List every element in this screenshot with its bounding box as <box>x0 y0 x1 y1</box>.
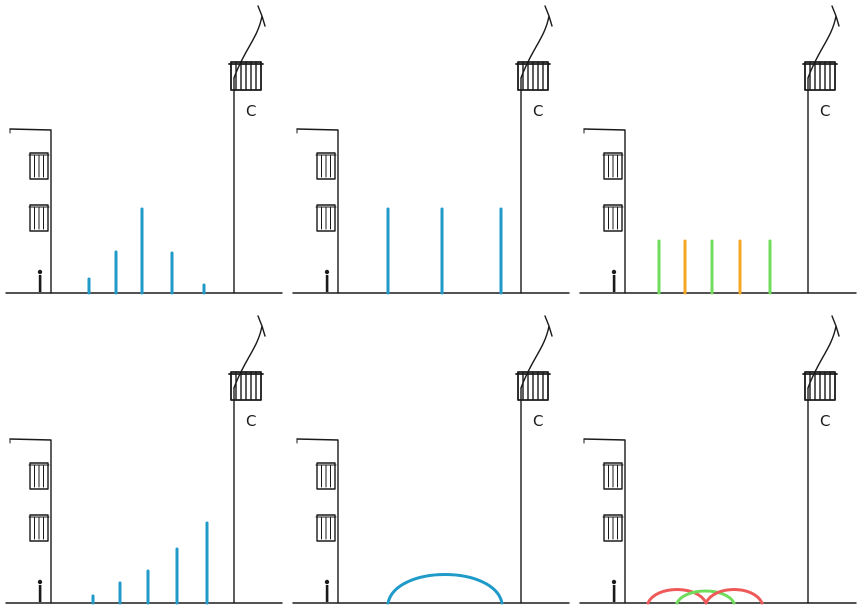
tower-sign-letter: C <box>820 412 830 430</box>
left-building <box>583 438 626 604</box>
left-building-outline <box>296 438 339 604</box>
right-tower: C <box>515 5 553 294</box>
person-figure <box>37 269 43 292</box>
tower-roof-curve <box>807 5 840 79</box>
person-figure <box>37 579 43 602</box>
left-building-outline <box>296 128 339 294</box>
person-figure <box>324 269 330 292</box>
window-icon <box>28 514 50 542</box>
window-icon <box>602 204 624 232</box>
left-building <box>296 438 339 604</box>
arch-mark-1 <box>646 588 708 605</box>
tower-roof-curve <box>520 315 553 389</box>
left-building-outline <box>9 438 52 604</box>
person-figure <box>611 579 617 602</box>
window-icon <box>28 204 50 232</box>
panel-1: C <box>0 0 287 304</box>
window-icon <box>315 152 337 180</box>
left-building <box>9 128 52 294</box>
scene-sketch: C <box>579 5 857 295</box>
right-tower: C <box>515 315 553 604</box>
panel-6: C <box>574 305 861 609</box>
tower-roof-curve <box>520 5 553 79</box>
scene-sketch: C <box>579 315 857 605</box>
tower-roof-curve <box>233 5 266 79</box>
left-building-outline <box>9 128 52 294</box>
window-icon <box>602 462 624 490</box>
person-figure <box>324 579 330 602</box>
right-tower: C <box>802 5 840 294</box>
panel-2: C <box>287 0 574 304</box>
left-building <box>9 438 52 604</box>
window-icon <box>28 462 50 490</box>
window-icon <box>315 204 337 232</box>
left-building <box>296 128 339 294</box>
panel-3: C <box>574 0 861 304</box>
right-tower: C <box>228 315 266 604</box>
scene-sketch: C <box>5 315 283 605</box>
panel-4: C <box>0 305 287 609</box>
scene-sketch: C <box>292 5 570 295</box>
window-icon <box>602 152 624 180</box>
tower-sign-letter: C <box>533 102 543 120</box>
person-figure <box>611 269 617 292</box>
left-building-outline <box>583 128 626 294</box>
window-icon <box>315 514 337 542</box>
left-building-outline <box>583 438 626 604</box>
scene-sketch: C <box>5 5 283 295</box>
tower-sign-letter: C <box>246 102 256 120</box>
scene-sketch: C <box>292 315 570 605</box>
tower-roof-curve <box>233 315 266 389</box>
right-tower: C <box>802 315 840 604</box>
panel-5: C <box>287 305 574 609</box>
tower-sign-letter: C <box>820 102 830 120</box>
left-building <box>583 128 626 294</box>
arch-mark-2 <box>675 589 736 605</box>
arch-mark-3 <box>704 588 764 605</box>
window-icon <box>315 462 337 490</box>
tower-sign-letter: C <box>246 412 256 430</box>
right-tower: C <box>228 5 266 294</box>
tower-sign-letter: C <box>533 412 543 430</box>
window-icon <box>602 514 624 542</box>
arch-mark-1 <box>386 573 504 605</box>
tower-roof-curve <box>807 315 840 389</box>
window-icon <box>28 152 50 180</box>
